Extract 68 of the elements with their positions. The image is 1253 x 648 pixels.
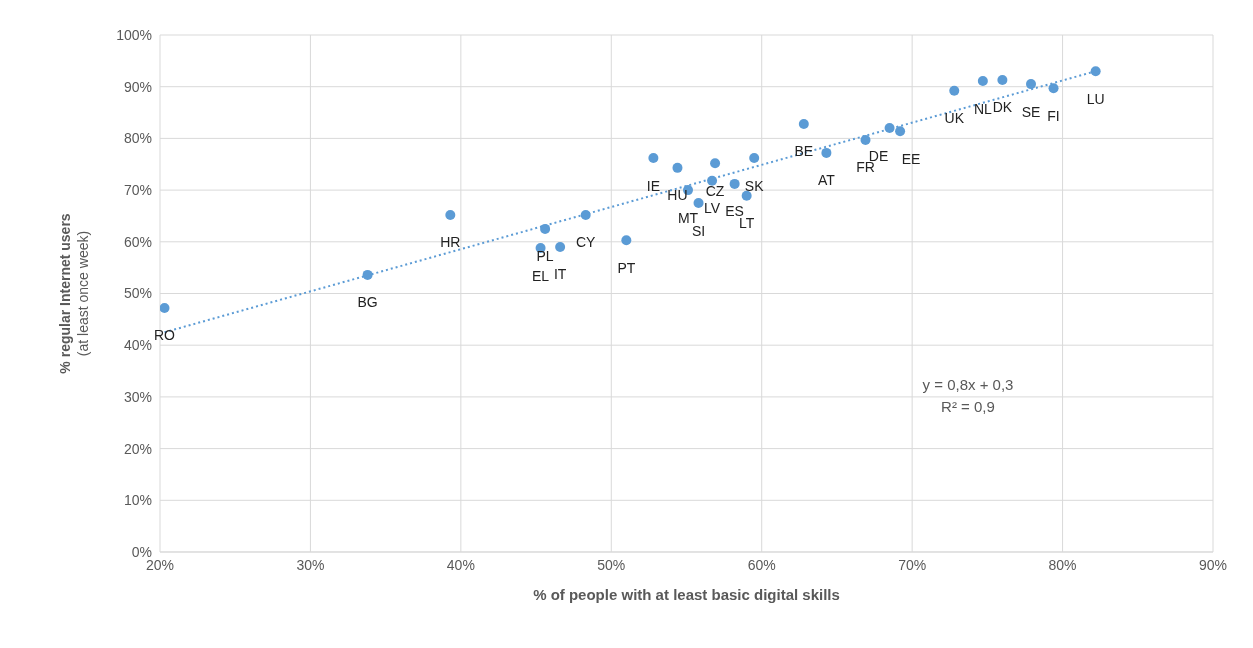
data-label: PT — [617, 259, 636, 276]
point — [1048, 83, 1059, 94]
y-tick-label: 20% — [123, 440, 152, 457]
point — [580, 209, 591, 220]
data-label: IT — [553, 266, 567, 283]
y-axis-title: % regular Internet users (at least once week) — [57, 213, 91, 374]
annotation: R² = 0,9 — [940, 398, 996, 415]
data-label: RO — [154, 327, 176, 344]
y-tick-label: 10% — [123, 492, 152, 509]
point — [710, 158, 721, 169]
data-label: AT — [817, 172, 836, 189]
x-tick-label: 60% — [747, 556, 776, 573]
data-label: NL — [973, 100, 992, 117]
point — [977, 76, 988, 87]
x-tick-label: 30% — [296, 556, 325, 573]
point — [540, 223, 551, 234]
point — [648, 153, 659, 164]
data-label: HU — [667, 187, 688, 204]
data-label: PL — [536, 248, 554, 265]
data-label: IE — [646, 177, 661, 194]
point — [445, 209, 456, 220]
y-tick-label: 50% — [123, 285, 152, 302]
x-tick-label: 70% — [898, 556, 927, 573]
point — [729, 178, 740, 189]
data-label: LU — [1086, 90, 1105, 107]
point — [860, 134, 871, 145]
point — [1090, 66, 1101, 77]
point — [672, 162, 683, 173]
y-tick-label: 60% — [123, 233, 152, 250]
data-label: BG — [357, 294, 378, 311]
data-label: LV — [704, 200, 721, 217]
data-label: EE — [901, 150, 921, 167]
point — [555, 241, 566, 252]
point — [707, 175, 718, 186]
y-tick-label: 40% — [123, 337, 152, 354]
data-label: UK — [944, 110, 965, 127]
point — [798, 118, 809, 129]
annotation: y = 0,8x + 0,3 — [921, 376, 1015, 393]
data-label: FI — [1047, 107, 1060, 124]
data-label: CZ — [705, 182, 725, 199]
data-label: HR — [440, 234, 461, 251]
x-tick-label: 40% — [446, 556, 475, 573]
point — [160, 302, 170, 313]
point — [1025, 79, 1036, 90]
point — [741, 190, 752, 201]
data-label: EL — [532, 267, 550, 284]
point — [949, 85, 960, 96]
x-tick-label: 90% — [1198, 556, 1228, 573]
point — [693, 198, 704, 209]
point — [749, 153, 760, 164]
data-label: SE — [1021, 103, 1041, 120]
x-axis-title: % of people with at least basic digital skills — [533, 586, 840, 603]
point — [621, 235, 632, 246]
y-tick-label: 90% — [123, 78, 152, 95]
data-label: BE — [794, 143, 814, 160]
data-label: CY — [575, 234, 597, 251]
x-tick-label: 50% — [597, 556, 626, 573]
data-label: SK — [744, 177, 765, 194]
y-tick-label: 100% — [116, 26, 152, 43]
x-tick-label: 80% — [1048, 556, 1077, 573]
data-label: DK — [992, 99, 1013, 116]
y-tick-label: 30% — [123, 388, 152, 405]
point — [895, 126, 906, 137]
data-label: LT — [739, 215, 755, 232]
point — [821, 147, 832, 158]
y-tick-label: 70% — [123, 182, 152, 199]
point — [997, 74, 1008, 85]
y-tick-label: 80% — [123, 130, 152, 147]
